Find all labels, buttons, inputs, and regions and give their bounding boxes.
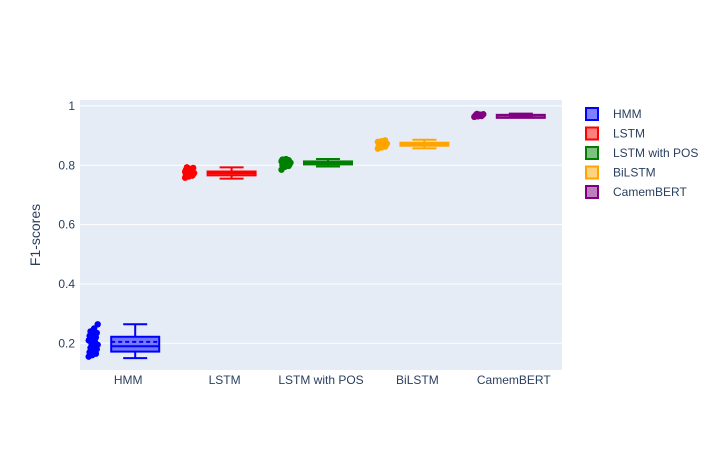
data-point (473, 110, 481, 118)
legend-label: HMM (613, 107, 642, 121)
plot-area (80, 100, 562, 370)
legend-item: BiLSTM (585, 165, 656, 180)
legend-label: LSTM with POS (613, 146, 698, 160)
legend-label: BiLSTM (613, 166, 656, 180)
legend-item: LSTM with POS (585, 146, 698, 160)
legend: HMM LSTM LSTM with POS BiLSTM CamemBERT (585, 107, 698, 199)
box-trace (374, 137, 450, 152)
iqr-box (110, 335, 161, 353)
box-trace (471, 110, 546, 121)
x-tick-label: BiLSTM (396, 373, 439, 387)
x-tick-label: CamemBERT (477, 373, 551, 387)
data-point (381, 137, 389, 144)
box-traces (85, 110, 546, 360)
y-tick-label: 0.2 (58, 336, 75, 350)
y-tick-label: 1 (68, 99, 75, 113)
legend-swatch (585, 146, 599, 160)
y-tick-label: 0.4 (58, 277, 75, 291)
legend-item: CamemBERT (585, 185, 687, 199)
x-tick-label: LSTM with POS (278, 373, 363, 387)
legend-label: LSTM (613, 127, 645, 141)
data-point (480, 111, 487, 118)
legend-swatch (585, 165, 599, 180)
legend-swatch (585, 107, 599, 121)
y-gridlines (80, 105, 562, 344)
y-tick-label: 0.8 (58, 158, 75, 172)
legend-label: CamemBERT (613, 185, 687, 199)
box-trace (278, 155, 353, 173)
y-tick-label: 0.6 (58, 218, 75, 232)
x-tick-labels: HMM LSTM LSTM with POS BiLSTM CamemBERT (114, 373, 552, 387)
box-trace (85, 321, 161, 360)
data-point (94, 321, 101, 328)
data-point (282, 155, 290, 163)
legend-swatch (585, 126, 599, 141)
legend-item: HMM (585, 107, 642, 121)
x-tick-label: HMM (114, 373, 143, 387)
y-tick-labels: 0.2 0.4 0.6 0.8 1 (58, 99, 75, 350)
y-axis-title: F1-scores (27, 204, 43, 266)
legend-item: LSTM (585, 126, 645, 141)
legend-swatch (585, 185, 599, 199)
box-trace (181, 164, 257, 181)
data-point (183, 164, 191, 171)
data-point (190, 164, 197, 172)
x-tick-label: LSTM (209, 373, 241, 387)
data-point (90, 325, 98, 332)
